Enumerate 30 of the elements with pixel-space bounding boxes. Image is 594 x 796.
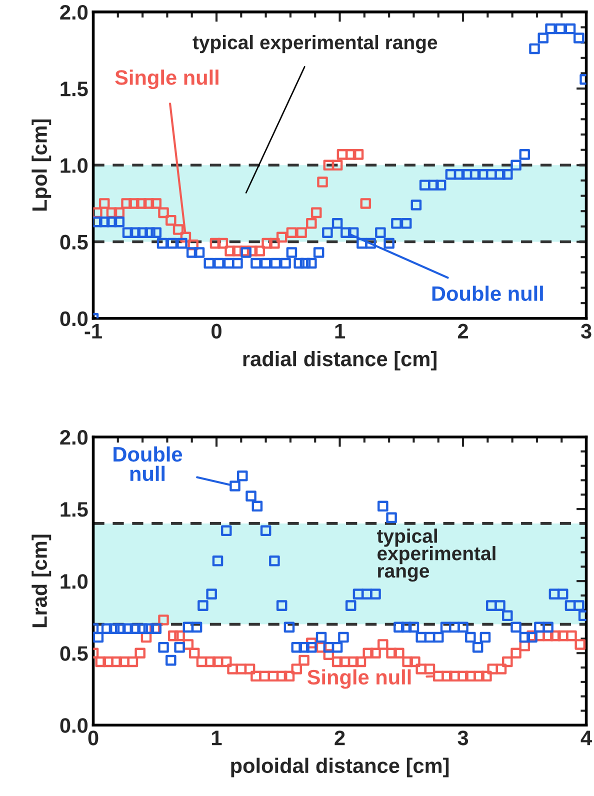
x-tick-label: 2 [458,324,468,338]
x-axis-title: poloidal distance [cm] [231,758,449,778]
y-tick-label: 1.0 [60,158,88,173]
x-tick-label: 3 [458,730,468,746]
x-tick-label: 0 [88,730,98,746]
y-tick-label: 2.0 [60,430,88,445]
x-tick-label: 1 [335,324,345,338]
annotation: typical experimental range [376,528,496,582]
y-tick-label: 0.5 [60,234,88,250]
legend-label: Single null [307,669,411,689]
text: Double null [114,446,182,482]
y-tick-label: 2.0 [60,4,88,20]
y-tick-label: 0.0 [60,311,88,326]
annotation: typical experimental range [192,35,438,54]
y-tick-label: 1.5 [60,502,88,517]
x-tick-label: 3 [580,324,592,339]
y-tick-label: 1.0 [60,574,88,589]
x-tick-label: -1 [84,324,102,338]
text: Single null [115,70,218,90]
y-tick-label: 0.0 [60,718,88,733]
x-axis-title: radial distance [cm] [243,351,436,370]
x-tick-label: 1 [212,730,222,746]
x-tick-label: 0 [212,324,222,339]
y-tick-label: 0.5 [60,646,88,661]
y-axis-title: Lrad [cm] [32,534,52,628]
y-axis-title: Lpol [cm] [32,119,52,211]
x-tick-label: 4 [580,730,592,746]
x-tick-label: 2 [334,730,345,746]
text: Double null [432,286,543,302]
y-tick-label: 1.5 [60,82,88,96]
